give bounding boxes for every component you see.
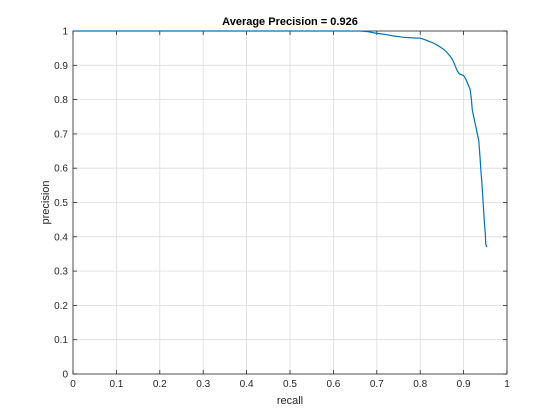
x-tick-label: 0.3 [196,379,210,390]
x-axis-label: recall [277,395,303,407]
y-tick-label: 0.7 [54,129,68,140]
y-tick-label: 0.1 [54,335,68,346]
y-tick-label: 0 [62,370,68,381]
y-tick-label: 0.6 [54,164,68,175]
x-tick-label: 0.1 [109,379,123,390]
y-tick-label: 0.8 [54,95,68,106]
x-tick-label: 0.7 [370,379,384,390]
grid [72,30,508,375]
x-tick-label: 0.9 [457,379,471,390]
x-tick-label: 0.6 [326,379,340,390]
x-tick-label: 1 [504,379,510,390]
y-tick-label: 0.3 [54,267,68,278]
x-tick-label: 0.2 [153,379,167,390]
axis-ticks: 0 0.1 0.2 0.3 0.4 0.5 0.6 0.7 0.8 0.9 1 0 0.1 0.2 0.3 0… [54,27,510,391]
x-tick-label: 0.4 [240,379,254,390]
x-tick-label: 0.5 [283,379,297,390]
y-tick-label: 0.4 [54,232,68,243]
series-group [73,30,488,248]
x-tick-label: 0 [70,379,76,390]
x-tick-label: 0.8 [413,379,427,390]
series-line-0 [73,30,488,248]
y-tick-label: 0.2 [54,301,68,312]
y-axis-label: precision [40,180,52,224]
y-tick-label: 1 [62,27,68,38]
y-tick-label: 0.5 [54,198,68,209]
y-tick-label: 0.9 [54,61,68,72]
chart-title: Average Precision = 0.926 [222,16,358,28]
